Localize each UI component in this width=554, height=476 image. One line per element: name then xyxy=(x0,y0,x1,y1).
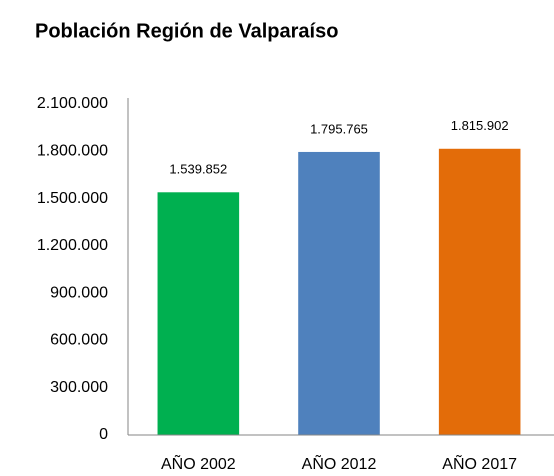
data-label: 1.815.902 xyxy=(451,118,509,133)
y-tick-label: 0 xyxy=(99,426,108,443)
y-tick-label: 1.800.000 xyxy=(37,143,108,160)
chart-title: Población Región de Valparaíso xyxy=(35,20,338,42)
y-tick-label: 600.000 xyxy=(50,332,108,349)
y-tick-label: 900.000 xyxy=(50,284,108,301)
bar xyxy=(157,192,240,435)
bar xyxy=(438,148,521,436)
data-label: 1.539.852 xyxy=(169,162,227,177)
y-tick-label: 2.100.000 xyxy=(37,95,108,112)
y-tick-label: 1.500.000 xyxy=(37,190,108,207)
x-tick-label: AÑO 2002 xyxy=(161,453,236,473)
y-tick-label: 1.200.000 xyxy=(37,237,108,254)
data-label: 1.795.765 xyxy=(310,121,368,136)
x-tick-label: AÑO 2012 xyxy=(302,453,377,473)
bar xyxy=(298,151,380,435)
y-tick-label: 300.000 xyxy=(50,379,108,396)
x-tick-label: AÑO 2017 xyxy=(442,453,517,473)
